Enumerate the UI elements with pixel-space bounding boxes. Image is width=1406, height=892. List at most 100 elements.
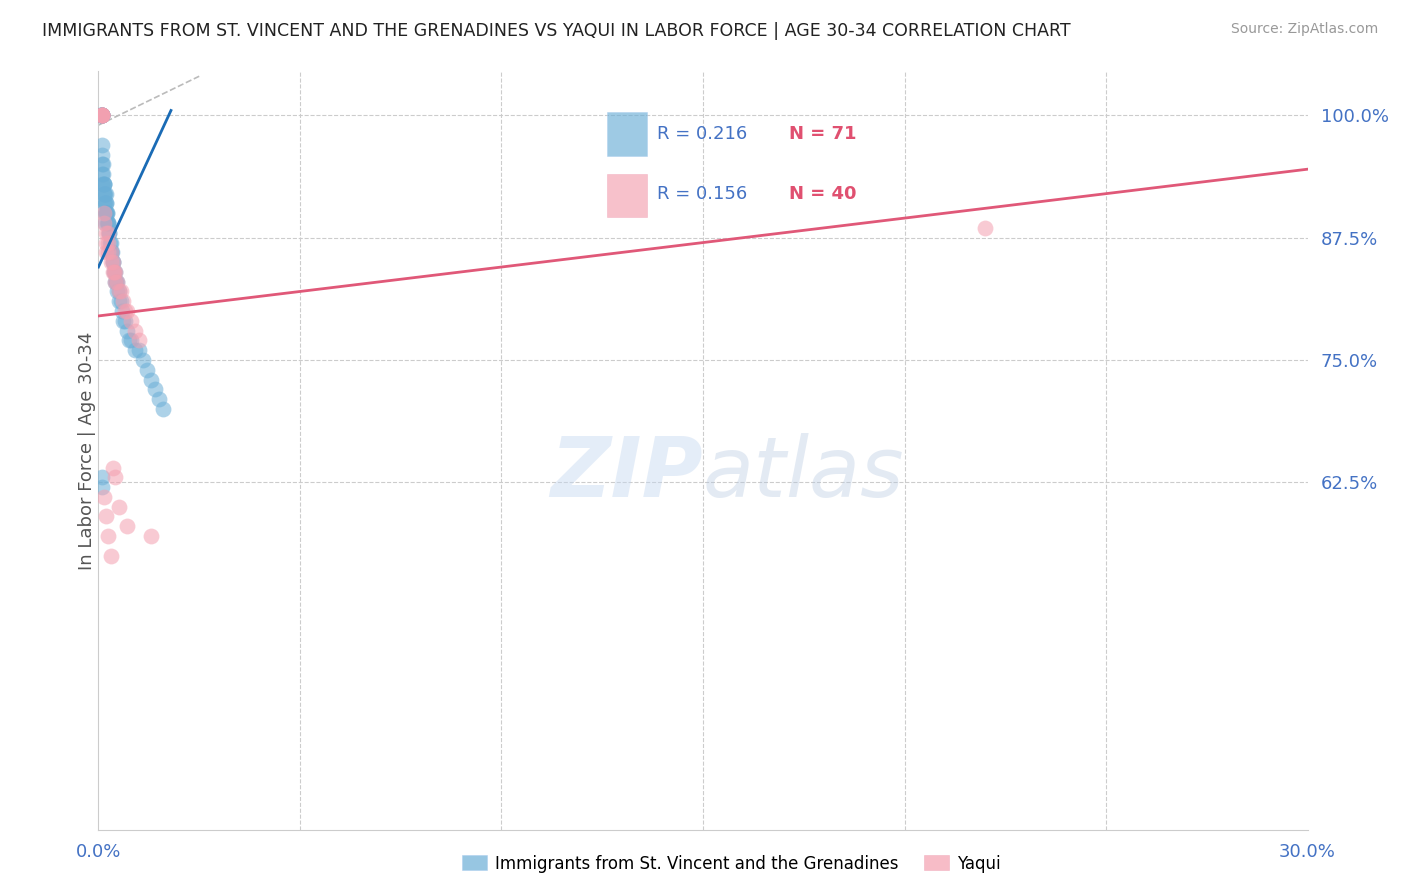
Point [93, 177, 115, 191]
Point [91, 108, 114, 122]
Point [94, 196, 117, 211]
Point [139, 372, 162, 386]
Point [114, 314, 136, 328]
Text: Source: ZipAtlas.com: Source: ZipAtlas.com [1230, 22, 1378, 37]
Point [89, 108, 111, 122]
Point [93, 186, 115, 201]
Point [105, 285, 128, 299]
Point [135, 363, 157, 377]
Point [101, 255, 124, 269]
Point [101, 255, 124, 269]
Point [96, 226, 118, 240]
Point [974, 220, 997, 235]
Point [148, 392, 170, 406]
Point [96, 216, 118, 230]
Point [108, 294, 131, 309]
Point [91, 167, 114, 181]
Point [111, 294, 134, 309]
Point [98, 226, 121, 240]
Legend: Immigrants from St. Vincent and the Grenadines, Yaqui: Immigrants from St. Vincent and the Gren… [456, 848, 1007, 880]
Point [115, 304, 138, 318]
Point [115, 324, 138, 338]
Point [97, 226, 120, 240]
Point [100, 245, 122, 260]
Point [93, 177, 115, 191]
Point [103, 275, 125, 289]
Point [96, 206, 118, 220]
Point [97, 235, 120, 250]
Point [91, 480, 114, 494]
Point [91, 108, 114, 122]
Point [94, 186, 117, 201]
Point [96, 206, 118, 220]
Point [101, 255, 124, 269]
Point [91, 108, 114, 122]
Point [132, 353, 155, 368]
Text: IMMIGRANTS FROM ST. VINCENT AND THE GRENADINES VS YAQUI IN LABOR FORCE | AGE 30-: IMMIGRANTS FROM ST. VINCENT AND THE GREN… [42, 22, 1071, 40]
Point [101, 265, 124, 279]
Point [91, 108, 114, 122]
Point [128, 343, 150, 358]
Point [100, 235, 122, 250]
Point [90, 108, 112, 122]
Point [93, 186, 115, 201]
Point [94, 196, 117, 211]
Text: atlas: atlas [703, 433, 904, 514]
Point [90, 108, 112, 122]
Point [110, 285, 132, 299]
Point [100, 245, 122, 260]
Point [93, 490, 115, 504]
Point [96, 196, 118, 211]
Point [91, 137, 114, 152]
Point [91, 167, 114, 181]
Point [96, 235, 118, 250]
Point [105, 275, 128, 289]
Point [91, 147, 114, 161]
Point [94, 216, 117, 230]
Point [100, 549, 122, 563]
Point [91, 108, 114, 122]
Point [97, 216, 120, 230]
Point [93, 196, 115, 211]
Point [104, 275, 127, 289]
Point [93, 216, 115, 230]
Point [103, 265, 125, 279]
Point [98, 235, 121, 250]
Point [93, 177, 115, 191]
Point [100, 245, 122, 260]
Point [97, 216, 120, 230]
Point [97, 226, 120, 240]
Point [93, 206, 115, 220]
Point [100, 255, 122, 269]
Point [91, 470, 114, 484]
Point [91, 108, 114, 122]
Point [110, 294, 132, 309]
Point [100, 245, 122, 260]
Point [104, 275, 127, 289]
Point [103, 470, 125, 484]
Point [152, 401, 174, 416]
Point [114, 304, 136, 318]
Point [96, 509, 118, 524]
Point [91, 108, 114, 122]
Point [91, 108, 114, 122]
Point [112, 314, 135, 328]
Text: ZIP: ZIP [550, 433, 703, 514]
Point [97, 529, 120, 543]
Point [107, 285, 129, 299]
Point [91, 108, 114, 122]
Point [91, 157, 114, 171]
Point [96, 206, 118, 220]
Point [120, 334, 142, 348]
Point [91, 177, 114, 191]
Point [101, 460, 124, 475]
Point [139, 529, 162, 543]
Point [111, 304, 134, 318]
Point [124, 343, 146, 358]
Point [91, 157, 114, 171]
Point [96, 245, 118, 260]
Point [97, 245, 120, 260]
Point [128, 334, 150, 348]
Point [103, 265, 125, 279]
Point [91, 108, 114, 122]
